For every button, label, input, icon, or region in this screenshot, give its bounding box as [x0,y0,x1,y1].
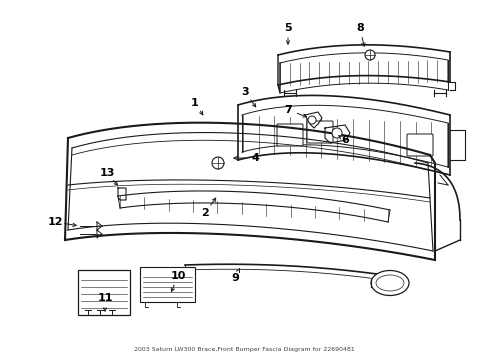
Text: 5: 5 [284,23,291,33]
Text: 6: 6 [340,135,348,145]
Circle shape [307,116,315,124]
Text: 9: 9 [231,273,239,283]
Text: 11: 11 [97,293,113,303]
FancyBboxPatch shape [306,121,332,143]
Text: 2003 Saturn LW300 Brace,Front Bumper Fascia Diagram for 22690481: 2003 Saturn LW300 Brace,Front Bumper Fas… [133,347,354,352]
Text: 12: 12 [47,217,62,227]
Text: 1: 1 [191,98,199,108]
Circle shape [212,157,224,169]
Text: 8: 8 [355,23,363,33]
Circle shape [331,128,341,138]
FancyBboxPatch shape [276,124,303,146]
Text: 13: 13 [99,168,115,178]
Ellipse shape [375,275,403,291]
Bar [140,267,195,302]
Circle shape [364,50,374,60]
Ellipse shape [370,270,408,296]
Text: 3: 3 [241,87,248,97]
Text: 10: 10 [170,271,185,281]
Text: 7: 7 [284,105,291,115]
Text: 2: 2 [201,208,208,218]
Text: 4: 4 [250,153,259,163]
Bar [78,270,130,315]
FancyBboxPatch shape [406,134,432,156]
